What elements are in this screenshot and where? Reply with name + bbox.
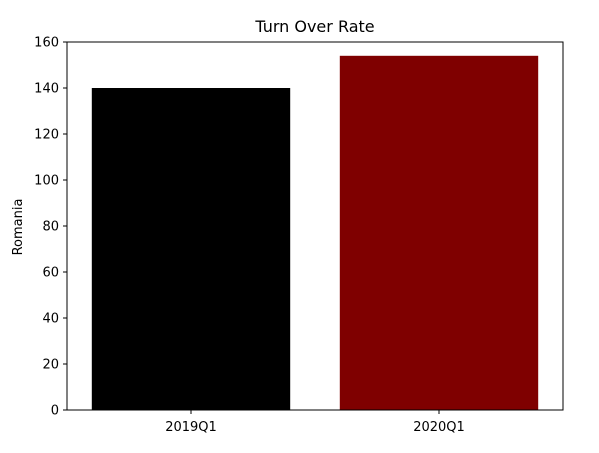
plot-frame [66,41,564,411]
x-tick-label: 2020Q1 [413,420,465,435]
x-axis: 2019Q1 2020Q1 [165,410,465,435]
bar-2020Q1 [339,55,539,411]
y-axis: 0 20 40 60 80 100 120 140 160 [34,36,67,419]
y-axis-label: Romania [11,199,26,256]
bars-group [91,55,539,411]
y-tick-label: 0 [51,404,59,419]
y-tick-label: 140 [34,82,59,97]
chart-title: Turn Over Rate [254,17,374,36]
y-tick-label: 60 [42,266,59,281]
y-tick-label: 160 [34,36,59,51]
y-tick-label: 40 [42,312,59,327]
y-tick-label: 80 [42,220,59,235]
bar-2019Q1 [91,88,291,410]
y-tick-label: 120 [34,128,59,143]
x-tick-label: 2019Q1 [165,420,217,435]
y-tick-label: 100 [34,174,59,189]
y-tick-label: 20 [42,358,59,373]
